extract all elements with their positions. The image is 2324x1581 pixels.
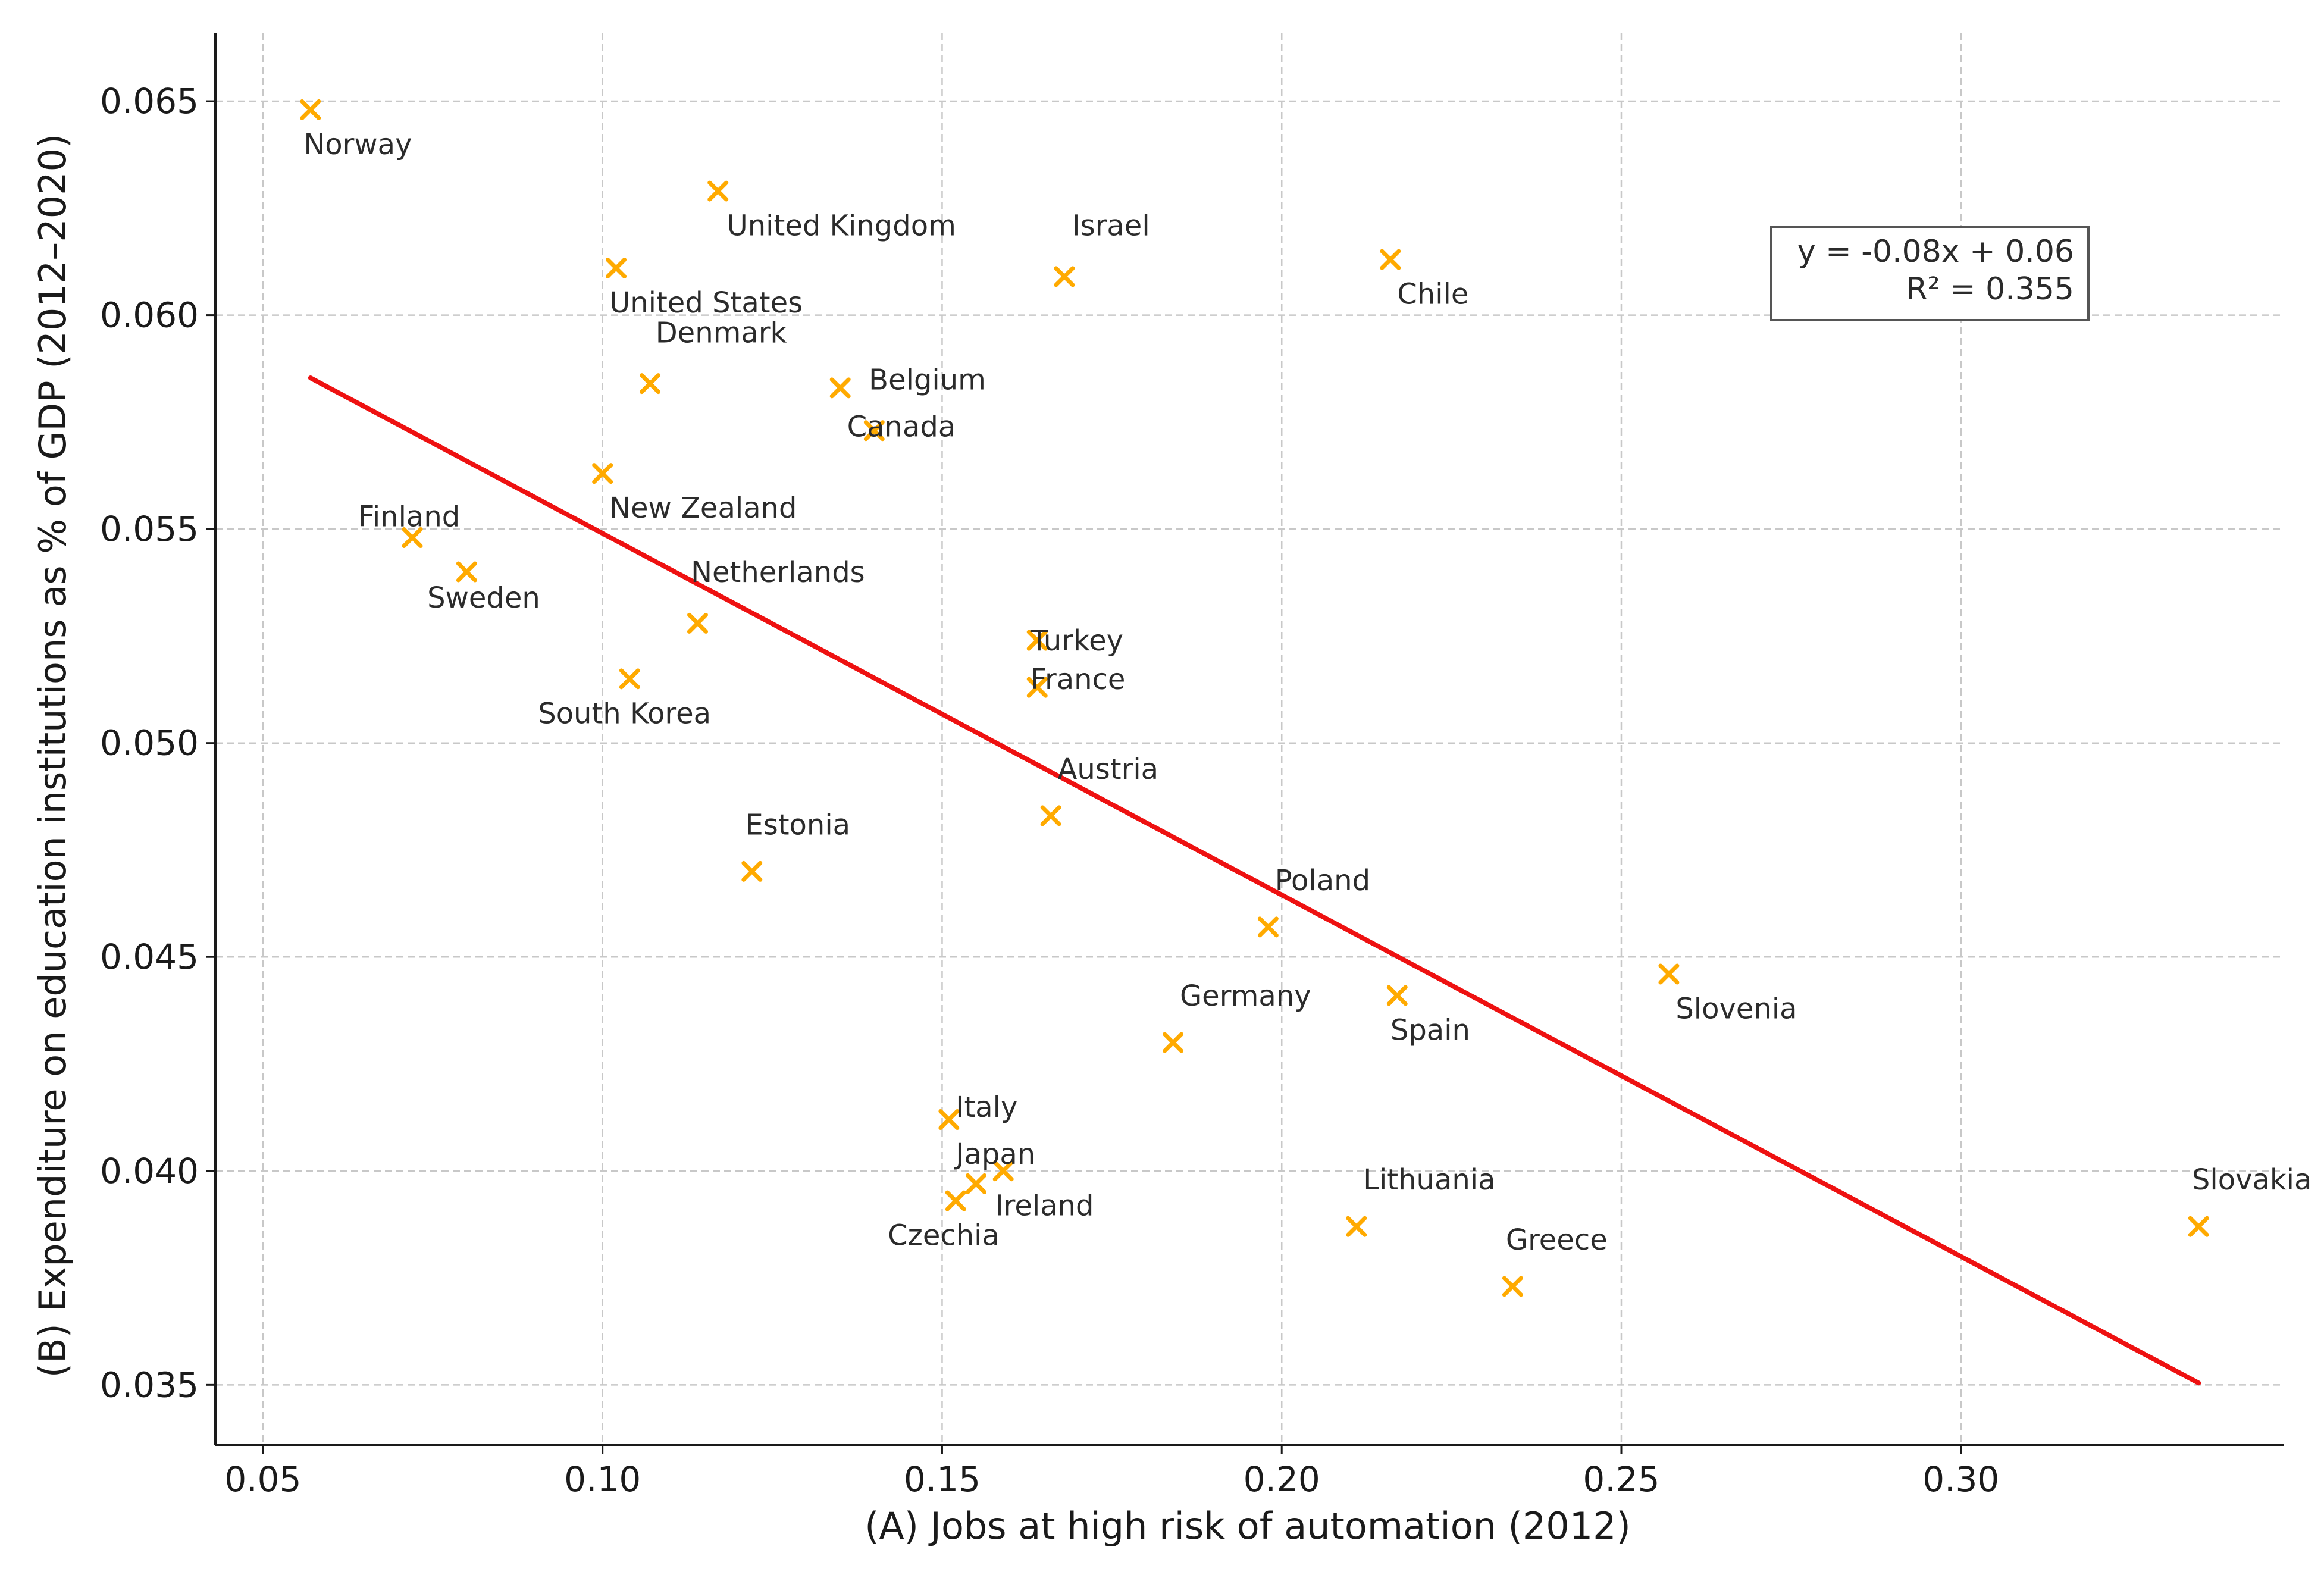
regression-r2: R² = 0.355 xyxy=(1906,271,2074,307)
point-label-germany: Germany xyxy=(1180,979,1311,1013)
data-point-united-kingdom xyxy=(707,180,729,202)
point-label-lithuania: Lithuania xyxy=(1363,1163,1495,1197)
data-point-sweden xyxy=(456,561,477,583)
x-tick-label: 0.15 xyxy=(904,1459,981,1499)
data-point-japan xyxy=(992,1160,1014,1182)
data-point-norway xyxy=(300,99,321,120)
data-point-slovenia xyxy=(1658,963,1680,985)
data-point-turkey xyxy=(1026,630,1048,651)
data-point-chile xyxy=(1380,249,1401,270)
point-label-denmark: Denmark xyxy=(656,316,787,349)
point-label-belgium: Belgium xyxy=(869,363,986,396)
data-point-lithuania xyxy=(1346,1216,1367,1237)
regression-line-group xyxy=(308,375,2201,1386)
point-label-france: France xyxy=(1031,663,1126,696)
point-label-united-states: United States xyxy=(609,286,803,320)
data-point-finland xyxy=(402,527,423,549)
point-label-austria: Austria xyxy=(1058,753,1159,786)
point-label-czechia: Czechia xyxy=(888,1219,1000,1253)
regression-equation: y = -0.08x + 0.06 xyxy=(1797,234,2074,270)
point-label-new-zealand: New Zealand xyxy=(609,491,797,525)
data-point-united-states xyxy=(606,258,627,278)
axes xyxy=(206,33,2284,1454)
y-axis-label: (B) Expenditure on education institution… xyxy=(31,134,74,1377)
y-tick-label: 0.045 xyxy=(100,937,199,977)
x-tick-label: 0.10 xyxy=(564,1459,641,1499)
point-label-netherlands: Netherlands xyxy=(691,556,865,589)
data-points xyxy=(300,99,2209,1297)
data-point-spain xyxy=(1386,985,1408,1006)
y-tick-label: 0.060 xyxy=(100,295,199,336)
point-label-sweden: Sweden xyxy=(427,581,540,615)
point-label-norway: Norway xyxy=(303,128,412,161)
point-label-poland: Poland xyxy=(1275,864,1370,897)
data-point-belgium xyxy=(829,377,851,399)
point-label-finland: Finland xyxy=(358,500,461,534)
x-tick-label: 0.25 xyxy=(1583,1459,1659,1499)
x-tick-label: 0.30 xyxy=(1922,1459,1999,1499)
point-label-canada: Canada xyxy=(847,411,956,444)
data-point-italy xyxy=(938,1109,960,1130)
data-point-austria xyxy=(1040,805,1061,826)
x-axis-label: (A) Jobs at high risk of automation (201… xyxy=(865,1504,1631,1548)
data-point-slovakia xyxy=(2188,1216,2209,1237)
y-tick-label: 0.050 xyxy=(100,723,199,763)
point-label-italy: Italy xyxy=(956,1091,1017,1124)
data-point-israel xyxy=(1054,266,1075,287)
point-label-slovakia: Slovakia xyxy=(2192,1163,2312,1197)
data-point-denmark xyxy=(640,373,661,395)
regression-annotation: y = -0.08x + 0.06 R² = 0.355 xyxy=(1770,226,2090,321)
data-point-france xyxy=(1026,677,1048,698)
y-tick-label: 0.035 xyxy=(100,1364,199,1405)
point-label-ireland: Ireland xyxy=(995,1189,1094,1222)
tick-labels: 0.05 0.10 0.15 0.20 0.25 0.30 0.035 0.040 0.045 0… xyxy=(100,81,1999,1499)
point-label-estonia: Estonia xyxy=(745,808,850,841)
x-tick-label: 0.20 xyxy=(1244,1459,1320,1499)
data-point-canada xyxy=(863,420,885,442)
y-tick-label: 0.065 xyxy=(100,81,199,121)
point-label-united-kingdom: United Kingdom xyxy=(727,209,956,243)
point-label-turkey: Turkey xyxy=(1030,624,1123,658)
y-tick-label: 0.055 xyxy=(100,509,199,549)
data-point-ireland xyxy=(966,1173,987,1194)
data-point-south-korea xyxy=(619,668,640,690)
data-point-greece xyxy=(1502,1276,1523,1297)
y-tick-label: 0.040 xyxy=(100,1151,199,1191)
data-point-estonia xyxy=(741,860,763,882)
data-point-czechia xyxy=(945,1190,966,1211)
point-label-japan: Japan xyxy=(954,1138,1035,1171)
point-label-greece: Greece xyxy=(1506,1223,1608,1257)
data-point-netherlands xyxy=(687,612,708,634)
data-point-poland xyxy=(1257,916,1279,938)
regression-line xyxy=(308,375,2201,1386)
point-label-spain: Spain xyxy=(1390,1013,1470,1047)
point-label-chile: Chile xyxy=(1397,278,1468,311)
point-label-south-korea: South Korea xyxy=(538,697,711,730)
x-tick-label: 0.05 xyxy=(224,1459,301,1499)
point-label-slovenia: Slovenia xyxy=(1675,993,1797,1026)
data-point-germany xyxy=(1163,1032,1184,1053)
point-label-israel: Israel xyxy=(1072,209,1150,243)
annotation-box xyxy=(1770,226,2090,321)
point-labels: Norway United Kingdom Israel Chile United St… xyxy=(303,128,2312,1257)
data-point-new-zealand xyxy=(592,463,613,484)
